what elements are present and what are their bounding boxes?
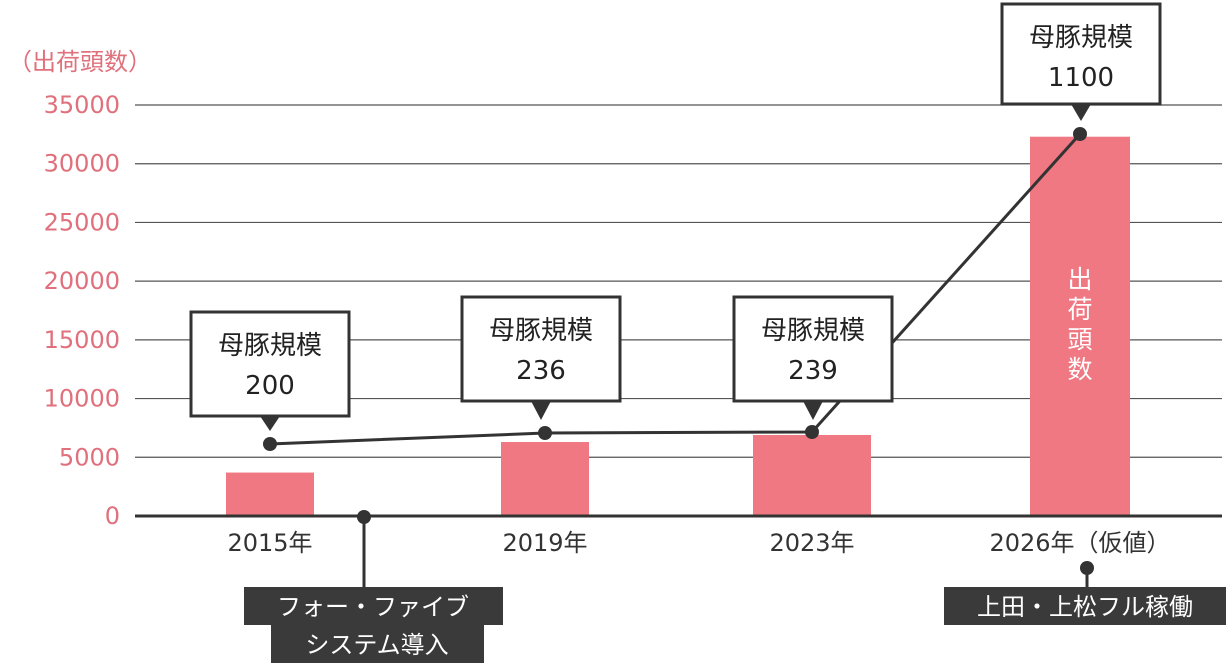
bar-label-char: 出 (1067, 265, 1092, 294)
callout-box (189, 310, 351, 418)
y-tick-label: 25000 (44, 208, 120, 236)
callout-title: 母豚規模 (489, 316, 593, 346)
callout: 母豚規模 200 (189, 310, 351, 431)
callout-value: 200 (245, 371, 295, 401)
event-label-text: システム導入 (305, 631, 448, 659)
callout-pointer (803, 401, 823, 420)
event-label-text: 上田・上松フル稼働 (977, 593, 1193, 621)
line-point (805, 425, 819, 439)
callouts: 母豚規模 200 母豚規模 236 母豚規模 239 母豚規模 1100 (189, 2, 1162, 431)
line-series (263, 127, 1087, 451)
callout-value: 239 (788, 356, 838, 386)
callout: 母豚規模 1100 (1000, 2, 1162, 121)
callout-pointer (260, 416, 280, 431)
event-label-bg (271, 625, 484, 663)
callout-value: 236 (516, 356, 566, 386)
bar (501, 442, 589, 516)
bar-label-char: 荷 (1067, 295, 1092, 324)
y-tick-label: 0 (105, 502, 120, 530)
callout-title: 母豚規模 (218, 331, 322, 361)
event-point (1080, 561, 1094, 575)
event-label-text: フォー・ファイブ (277, 593, 469, 621)
x-tick-label: 2026年（仮値） (989, 529, 1170, 557)
event-label-bg (944, 587, 1226, 625)
callout: 母豚規模 236 (460, 295, 622, 420)
callout-title: 母豚規模 (1029, 23, 1133, 53)
bar (1030, 136, 1130, 516)
x-tick-label: 2023年 (769, 529, 854, 557)
y-axis-label: （出荷頭数） (8, 48, 152, 76)
callout: 母豚規模 239 (732, 295, 894, 420)
y-tick-label: 10000 (44, 385, 120, 413)
callout-pointer (531, 401, 551, 420)
bar-label-char: 数 (1067, 355, 1092, 384)
bar (226, 472, 314, 516)
y-tick-label: 20000 (44, 267, 120, 295)
bars: 出荷頭数 (226, 136, 1130, 516)
y-tick-label: 35000 (44, 91, 120, 119)
callout-box (460, 295, 622, 403)
line-point (1073, 127, 1087, 141)
y-axis-ticks: 0 5000 10000 15000 20000 25000 30000 35000 (44, 91, 120, 530)
bar (753, 434, 871, 516)
x-axis-ticks: 2015年 2019年 2023年 2026年（仮値） (227, 529, 1170, 557)
y-tick-label: 15000 (44, 326, 120, 354)
x-tick-label: 2019年 (502, 529, 587, 557)
event-point (357, 510, 371, 524)
line-path (269, 132, 1082, 446)
event-marker: 上田・上松フル稼働 (944, 561, 1226, 625)
x-tick-label: 2015年 (227, 529, 312, 557)
bar-label-char: 頭 (1067, 325, 1092, 354)
callout-box (732, 295, 894, 403)
callout-box (1000, 2, 1162, 106)
y-tick-label: 5000 (59, 443, 120, 471)
callout-title: 母豚規模 (761, 316, 865, 346)
line-point (263, 437, 277, 451)
callout-value: 1100 (1048, 63, 1114, 93)
event-label-bg (244, 587, 503, 625)
callout-pointer (1071, 104, 1091, 121)
line-point (538, 426, 552, 440)
y-tick-label: 30000 (44, 150, 120, 178)
